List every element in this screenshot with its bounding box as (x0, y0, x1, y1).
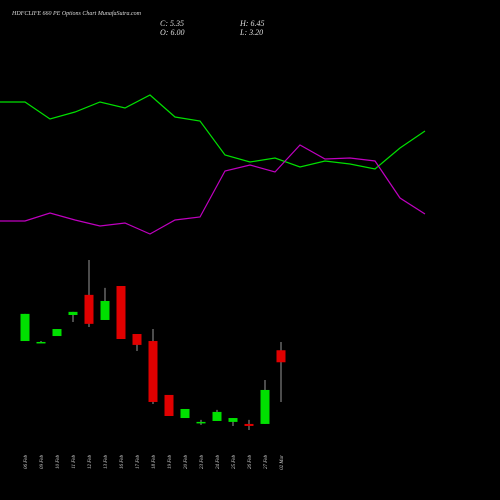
candle-body (52, 329, 62, 337)
x-tick-label: 25 Feb (232, 455, 237, 470)
ohlc-label: C: 5.35 (160, 19, 184, 28)
candle-body (148, 341, 158, 402)
x-tick-label: 09 Feb (40, 455, 45, 470)
candle-body (180, 408, 190, 419)
candle-body (100, 300, 110, 320)
x-tick-label: 17 Feb (136, 455, 141, 470)
candle-body (276, 350, 286, 363)
candle-body (20, 313, 30, 342)
candle-body (244, 423, 254, 426)
x-tick-label: 02 Mar (280, 455, 285, 470)
ohlc-label: O: 6.00 (160, 28, 184, 37)
ohlc-label: L: 3.20 (239, 28, 263, 37)
ohlc-label: H: 6.45 (239, 19, 264, 28)
x-tick-label: 27 Feb (264, 455, 269, 470)
x-tick-label: 20 Feb (184, 455, 189, 470)
candle-body (212, 411, 222, 421)
candle-body (164, 394, 174, 416)
indicator-line (0, 94, 426, 170)
indicator-line (0, 144, 426, 235)
x-tick-label: 26 Feb (248, 455, 253, 470)
candle-body (196, 421, 206, 424)
candle-body (68, 311, 78, 315)
x-tick-label: 18 Feb (152, 455, 157, 470)
candle-body (228, 418, 238, 422)
x-tick-label: 10 Feb (56, 455, 61, 470)
x-tick-label: 13 Feb (104, 455, 109, 470)
x-tick-label: 16 Feb (120, 455, 125, 470)
x-tick-label: 23 Feb (200, 455, 205, 470)
x-tick-label: 06 Feb (24, 455, 29, 470)
x-tick-label: 12 Feb (88, 455, 93, 470)
chart-title: HDFCLIFE 660 PE Options Chart MunafaSutr… (11, 10, 142, 17)
x-tick-label: 19 Feb (168, 455, 173, 470)
x-tick-label: 24 Feb (216, 455, 221, 470)
candle-body (132, 334, 142, 345)
candle-body (116, 286, 126, 339)
candle-body (260, 389, 270, 424)
candle-body (84, 294, 94, 324)
x-tick-label: 11 Feb (72, 455, 77, 469)
candle-body (36, 341, 46, 344)
